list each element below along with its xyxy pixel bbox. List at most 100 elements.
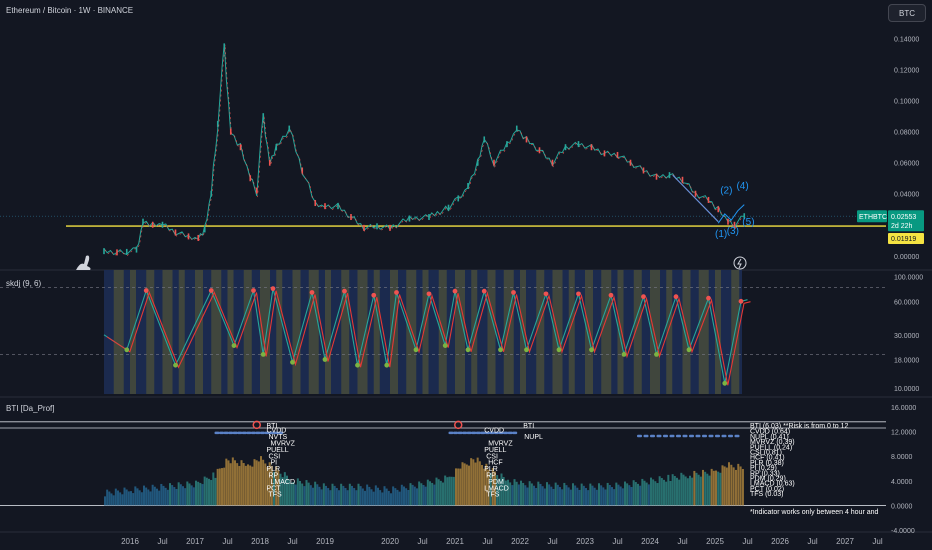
bti-dot <box>503 431 509 435</box>
bti-right-list-item: PDM (0.29) <box>750 475 786 482</box>
bti-bar <box>221 468 223 506</box>
skdj-peak-marker <box>371 292 377 298</box>
bti-bar <box>117 490 119 506</box>
bti-bar <box>346 490 349 506</box>
bti-bar <box>702 469 704 506</box>
last-price-badge <box>888 210 924 232</box>
bti-bar <box>730 464 733 506</box>
skdj-peak-marker <box>208 288 214 293</box>
bti-bar <box>208 478 210 506</box>
bti-bar <box>691 477 694 506</box>
bti-dot <box>232 431 238 435</box>
bti-dot <box>273 431 279 435</box>
bti-bar <box>431 482 434 506</box>
bti-bar <box>366 484 369 506</box>
bti-bar <box>409 483 412 506</box>
bti-dot <box>457 431 463 435</box>
skdj-bg-bar <box>341 270 350 394</box>
price-tick-label: 0.08000 <box>894 130 919 137</box>
price-candle <box>655 173 658 180</box>
bti-bar <box>171 485 174 506</box>
price-candle <box>447 204 450 211</box>
bti-bar <box>307 482 310 506</box>
bti-bar <box>693 470 696 506</box>
last-price-label: 0.02553 <box>891 214 916 221</box>
bti-bar <box>515 481 518 506</box>
bti-bar <box>283 472 286 506</box>
skdj-trough-marker <box>413 347 419 353</box>
tradingview-logo-icon <box>76 255 91 270</box>
bti-bar <box>162 485 165 506</box>
bti-bar <box>712 470 715 506</box>
bti-bar <box>125 489 128 506</box>
price-pane: 0.14000 0.12000 0.10000 0.08000 0.06000 0.040… <box>0 37 924 270</box>
bti-bar <box>318 486 321 506</box>
price-candle <box>564 144 567 151</box>
support-level-label: 0.01919 <box>891 236 916 243</box>
skdj-peak-marker <box>738 298 744 304</box>
skdj-peak-marker <box>511 290 516 295</box>
bti-bar <box>377 487 379 506</box>
bti-component-label: RP <box>486 472 496 479</box>
bti-bar <box>210 479 213 506</box>
bti-bar <box>325 485 327 506</box>
bti-bar <box>333 485 336 506</box>
skdj-bg-bar <box>243 270 252 394</box>
bti-bar <box>426 479 429 506</box>
bti-bar <box>567 487 570 506</box>
bti-bar <box>710 468 713 506</box>
price-candle <box>515 125 518 132</box>
wave-label: (5) <box>742 217 754 228</box>
skdj-trough-marker <box>322 357 328 362</box>
bti-bar <box>652 479 655 506</box>
bti-bar <box>316 484 319 506</box>
bti-bar <box>511 485 514 506</box>
bti-bar <box>667 474 670 506</box>
bti-component-label: PLR <box>267 466 281 473</box>
skdj-peak-marker <box>309 290 315 295</box>
bti-bar <box>543 488 546 506</box>
bti-bar <box>205 477 208 506</box>
price-candle <box>314 200 317 207</box>
bti-bar <box>439 480 442 506</box>
bti-bar <box>355 490 358 506</box>
bti-bar <box>405 488 408 506</box>
bti-bar <box>353 488 356 506</box>
bti-bar <box>368 486 371 506</box>
skdj-peak-marker <box>251 288 256 293</box>
bti-bar <box>611 487 613 506</box>
bti-dot <box>246 431 252 435</box>
price-tick-label: 0.04000 <box>894 192 919 199</box>
bti-bar <box>379 490 382 506</box>
price-candle <box>363 224 365 231</box>
bti-dot <box>278 431 284 435</box>
time-tick-label: 2018 <box>251 537 269 546</box>
bti-bar <box>112 495 115 506</box>
time-tick-label: 2022 <box>511 537 529 546</box>
bti-top-marker <box>252 420 261 430</box>
bti-bar <box>383 486 386 506</box>
bti-bar <box>127 491 130 506</box>
bti-bar <box>273 471 275 506</box>
bti-bar <box>737 463 740 506</box>
time-tick-label: Jul <box>872 537 882 546</box>
bti-dot <box>702 434 707 438</box>
skdj-peak-marker <box>394 290 399 295</box>
bti-bar <box>741 469 744 506</box>
price-candle <box>197 234 200 241</box>
bti-component-label: LMACD <box>271 479 296 486</box>
bti-bar <box>340 483 343 506</box>
skdj-d-line <box>103 288 748 384</box>
price-candle <box>350 214 352 221</box>
bti-bar <box>329 490 332 506</box>
price-candle <box>142 218 144 225</box>
bti-right-list-item: PLR (0.38) <box>750 460 784 467</box>
currency-button[interactable]: BTC <box>888 4 926 22</box>
time-tick-label: 2027 <box>836 537 854 546</box>
bti-bar <box>624 481 626 506</box>
skdj-k-line <box>106 290 751 386</box>
time-tick-label: Jul <box>482 537 492 546</box>
price-candle <box>216 120 219 127</box>
bti-bar <box>485 463 488 506</box>
bti-bar <box>435 477 438 506</box>
